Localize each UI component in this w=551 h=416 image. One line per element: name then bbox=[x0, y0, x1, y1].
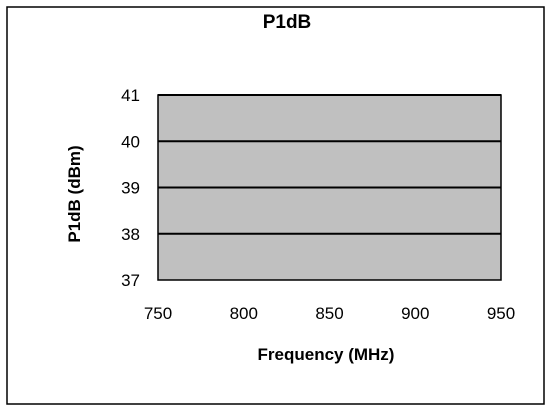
grid-lines bbox=[158, 94, 501, 235]
x-tick-label: 750 bbox=[144, 304, 172, 323]
x-tick-label: 850 bbox=[315, 304, 343, 323]
x-axis-ticks: 750 800 850 900 950 bbox=[144, 304, 515, 323]
chart-title: P1dB bbox=[263, 12, 312, 33]
y-axis-label: P1dB (dBm) bbox=[65, 145, 84, 242]
y-tick-label: 37 bbox=[121, 271, 140, 290]
y-tick-label: 39 bbox=[121, 179, 140, 198]
x-tick-label: 950 bbox=[487, 304, 515, 323]
y-axis-ticks: 37 38 39 40 41 bbox=[121, 86, 140, 290]
y-tick-label: 38 bbox=[121, 225, 140, 244]
y-tick-label: 41 bbox=[121, 86, 140, 105]
y-tick-label: 40 bbox=[121, 132, 140, 151]
x-tick-label: 800 bbox=[230, 304, 258, 323]
x-axis-label: Frequency (MHz) bbox=[258, 345, 395, 364]
x-tick-label: 900 bbox=[401, 304, 429, 323]
